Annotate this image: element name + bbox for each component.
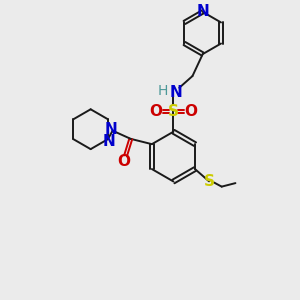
Text: N: N [169, 85, 182, 100]
Text: S: S [204, 174, 215, 189]
Text: N: N [196, 4, 209, 20]
Text: H: H [158, 84, 168, 98]
Text: N: N [105, 122, 118, 137]
Text: O: O [149, 104, 162, 119]
Text: O: O [118, 154, 130, 169]
Text: S: S [168, 104, 179, 119]
Text: N: N [103, 134, 116, 149]
Text: O: O [184, 104, 197, 119]
